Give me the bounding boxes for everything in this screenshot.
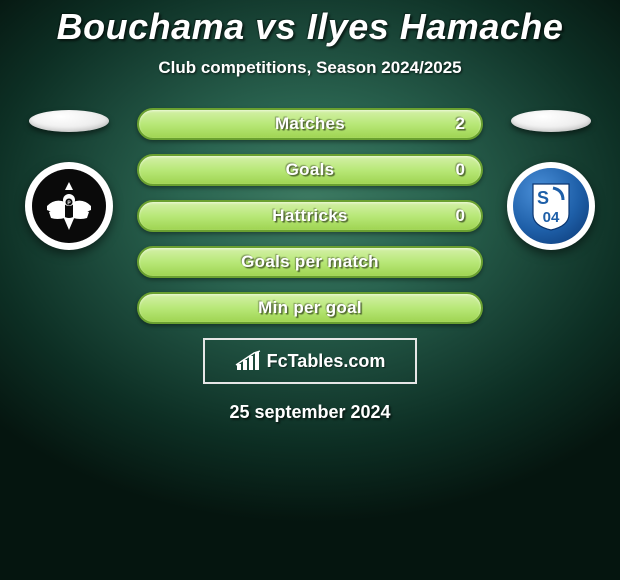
stat-label: Matches: [275, 114, 345, 134]
stat-bar-goals: Goals 0: [137, 154, 483, 186]
stat-bar-min-per-goal: Min per goal: [137, 292, 483, 324]
stat-label: Goals per match: [241, 252, 379, 272]
stat-bar-goals-per-match: Goals per match: [137, 246, 483, 278]
schalke-shield-icon: S 04: [529, 180, 573, 232]
stat-label: Min per goal: [258, 298, 362, 318]
stat-label: Hattricks: [272, 206, 347, 226]
stat-value: 0: [456, 206, 465, 226]
subtitle: Club competitions, Season 2024/2025: [0, 58, 620, 78]
right-player-avatar-placeholder: [511, 110, 591, 132]
right-player-column: S 04: [501, 108, 601, 250]
stat-bar-matches: Matches 2: [137, 108, 483, 140]
watermark-text: FcTables.com: [267, 351, 386, 372]
left-club-badge: P: [25, 162, 113, 250]
stat-label: Goals: [286, 160, 335, 180]
stat-bar-hattricks: Hattricks 0: [137, 200, 483, 232]
right-club-badge: S 04: [507, 162, 595, 250]
date-text: 25 september 2024: [0, 402, 620, 423]
svg-text:S: S: [537, 188, 549, 208]
bar-chart-icon: [235, 350, 261, 372]
left-player-column: P: [19, 108, 119, 250]
svg-text:04: 04: [543, 209, 560, 226]
eagle-icon: P: [41, 178, 97, 234]
stat-bars: Matches 2 Goals 0 Hattricks 0 Goals per …: [137, 108, 483, 324]
comparison-row: P Matches 2 Goals 0 Hattricks 0 Goals pe…: [0, 108, 620, 324]
watermark-box: FcTables.com: [203, 338, 417, 384]
stat-value: 0: [456, 160, 465, 180]
comparison-title: Bouchama vs Ilyes Hamache: [0, 0, 620, 48]
stat-value: 2: [456, 114, 465, 134]
left-player-avatar-placeholder: [29, 110, 109, 132]
